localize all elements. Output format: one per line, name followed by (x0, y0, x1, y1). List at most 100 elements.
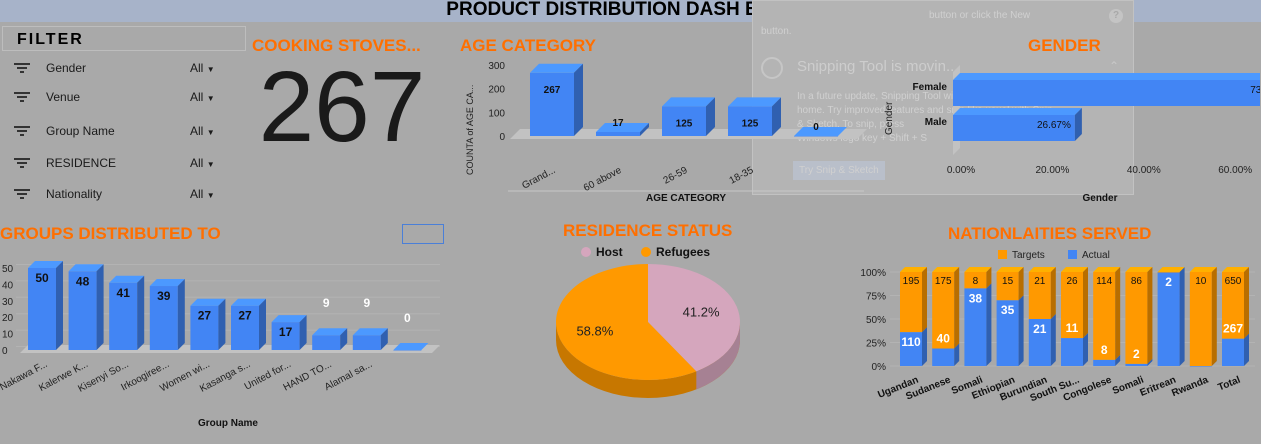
nat-y-tick-label: 25% (866, 339, 886, 350)
nat-bar-target (1093, 267, 1121, 360)
groups-y-tick-label: 0 (2, 346, 8, 357)
groups-bar-top (149, 279, 185, 287)
try-snip-sketch-button[interactable]: Try Snip & Sketch (793, 161, 885, 180)
filter-nationality[interactable]: Nationality All ▼ (14, 184, 224, 204)
filter-value-dropdown[interactable]: All ▼ (190, 121, 215, 143)
groups-data-label: 0 (404, 311, 411, 325)
groups-bar-top (352, 328, 388, 336)
nat-bar-target-front (996, 272, 1019, 301)
chevron-up-icon[interactable]: ⌃ (1109, 59, 1120, 73)
nat-bar-target (1125, 267, 1153, 364)
gender-bar-top (953, 108, 1082, 115)
groups-bar-front (28, 268, 56, 350)
groups-bar-side (380, 328, 388, 350)
gender-bar-top (953, 73, 1260, 80)
residence-legend-label: Refugees (656, 245, 710, 259)
filter-value-dropdown[interactable]: All ▼ (190, 153, 215, 175)
groups-bar-front (312, 335, 341, 350)
nat-bar-actual-front (932, 348, 955, 366)
age-y-tick-label: 0 (499, 132, 505, 143)
nat-bar-target-top (1061, 267, 1088, 272)
nat-bar-target-front (1028, 272, 1051, 319)
groups-bar-front (231, 305, 259, 350)
age-bar-front (794, 136, 838, 137)
caret-down-icon: ▼ (206, 160, 215, 169)
nat-target-label: 15 (1002, 276, 1014, 287)
gender-bar-front (953, 115, 1075, 141)
nat-bar-target (1028, 267, 1056, 319)
nat-bar-target-side (1018, 267, 1024, 301)
filter-value: All (190, 124, 204, 138)
nat-target-label: 195 (903, 276, 920, 287)
groups-y-tick-label: 40 (2, 280, 14, 291)
help-icon[interactable]: ? (1109, 9, 1123, 23)
overlay-text-line1: button or click the New (929, 10, 1031, 21)
age-bar-side (706, 97, 715, 136)
overlay-body-3: & Sketch. To snip, press (797, 119, 905, 130)
caret-down-icon: ▼ (206, 94, 215, 103)
age-bar (662, 97, 715, 136)
gender-x-axis-label: Gender (1082, 193, 1117, 204)
nat-bar-target-side (1083, 267, 1088, 339)
groups-bar-side (340, 328, 348, 350)
filter-gender[interactable]: Gender All ▼ (14, 58, 224, 78)
groups-data-label: 50 (35, 271, 49, 285)
nat-legend-label: Actual (1082, 250, 1110, 261)
gender-category-label: Male (925, 117, 948, 128)
nat-bar-target-side (1211, 267, 1217, 366)
age-data-label: 125 (676, 118, 693, 129)
groups-x-axis-label: Group Name (198, 418, 258, 429)
age-category-label: 26-59 (662, 165, 690, 187)
nat-bar-target-front (932, 272, 955, 349)
nat-bar-target-front (1061, 272, 1083, 339)
age-category-chart: COUNTA of AGE CA... AGE CATEGORY 300 200 1… (465, 61, 867, 204)
nat-bar-target (1061, 267, 1088, 339)
nat-target-label: 650 (1225, 276, 1242, 287)
filter-group-name[interactable]: Group Name All ▼ (14, 121, 224, 141)
snipping-tool-icon (761, 57, 783, 79)
groups-bar-top (68, 264, 104, 272)
groups-bar-top (312, 328, 348, 336)
nat-bar-target-front (1093, 272, 1116, 360)
nat-y-tick-label: 0% (872, 362, 887, 373)
groups-bar-top (271, 315, 307, 323)
filter-value-dropdown[interactable]: All ▼ (190, 87, 215, 109)
filter-value: All (190, 61, 204, 75)
filter-icon (14, 158, 30, 169)
groups-data-label: 39 (157, 289, 171, 303)
residence-legend-label: Host (596, 245, 623, 259)
nat-bar-target-side (1115, 267, 1121, 360)
age-y-tick-label: 300 (488, 61, 505, 72)
filter-value-dropdown[interactable]: All ▼ (190, 184, 215, 206)
filter-residence[interactable]: RESIDENCE All ▼ (14, 153, 224, 173)
nat-bar-target (996, 267, 1024, 301)
filter-label: Gender (46, 61, 87, 75)
gender-bar-side (1074, 108, 1082, 141)
age-category-label: 18-35 (728, 165, 756, 187)
gender-x-tick-label: 20.00% (1035, 165, 1069, 176)
nat-bar-actual-front (964, 288, 987, 366)
nat-bar-target-top (964, 267, 992, 272)
filter-value-dropdown[interactable]: All ▼ (190, 58, 215, 80)
residence-pie-slice (648, 264, 740, 372)
nat-bar-actual-side (1244, 333, 1249, 366)
filter-icon (14, 189, 30, 200)
filter-venue[interactable]: Venue All ▼ (14, 87, 224, 107)
age-bar (530, 63, 583, 137)
caret-down-icon: ▼ (206, 191, 215, 200)
nat-bar-actual-side (1083, 333, 1088, 366)
age-y-tick-label: 200 (488, 85, 505, 96)
nat-legend-swatch (1068, 250, 1077, 259)
age-bar-front (530, 72, 574, 136)
age-bar (794, 127, 847, 137)
nat-bar-actual-side (1115, 354, 1121, 366)
groups-bar-top (393, 343, 429, 350)
groups-bar-front (109, 282, 138, 350)
groups-bar (352, 328, 388, 350)
overlay-body-2: home. Try improved features and snip lik… (797, 105, 1053, 116)
groups-bar-front (352, 335, 381, 350)
filter-label: Venue (46, 90, 81, 104)
selection-box[interactable] (402, 224, 444, 244)
nat-category-label: Total (1217, 375, 1243, 394)
